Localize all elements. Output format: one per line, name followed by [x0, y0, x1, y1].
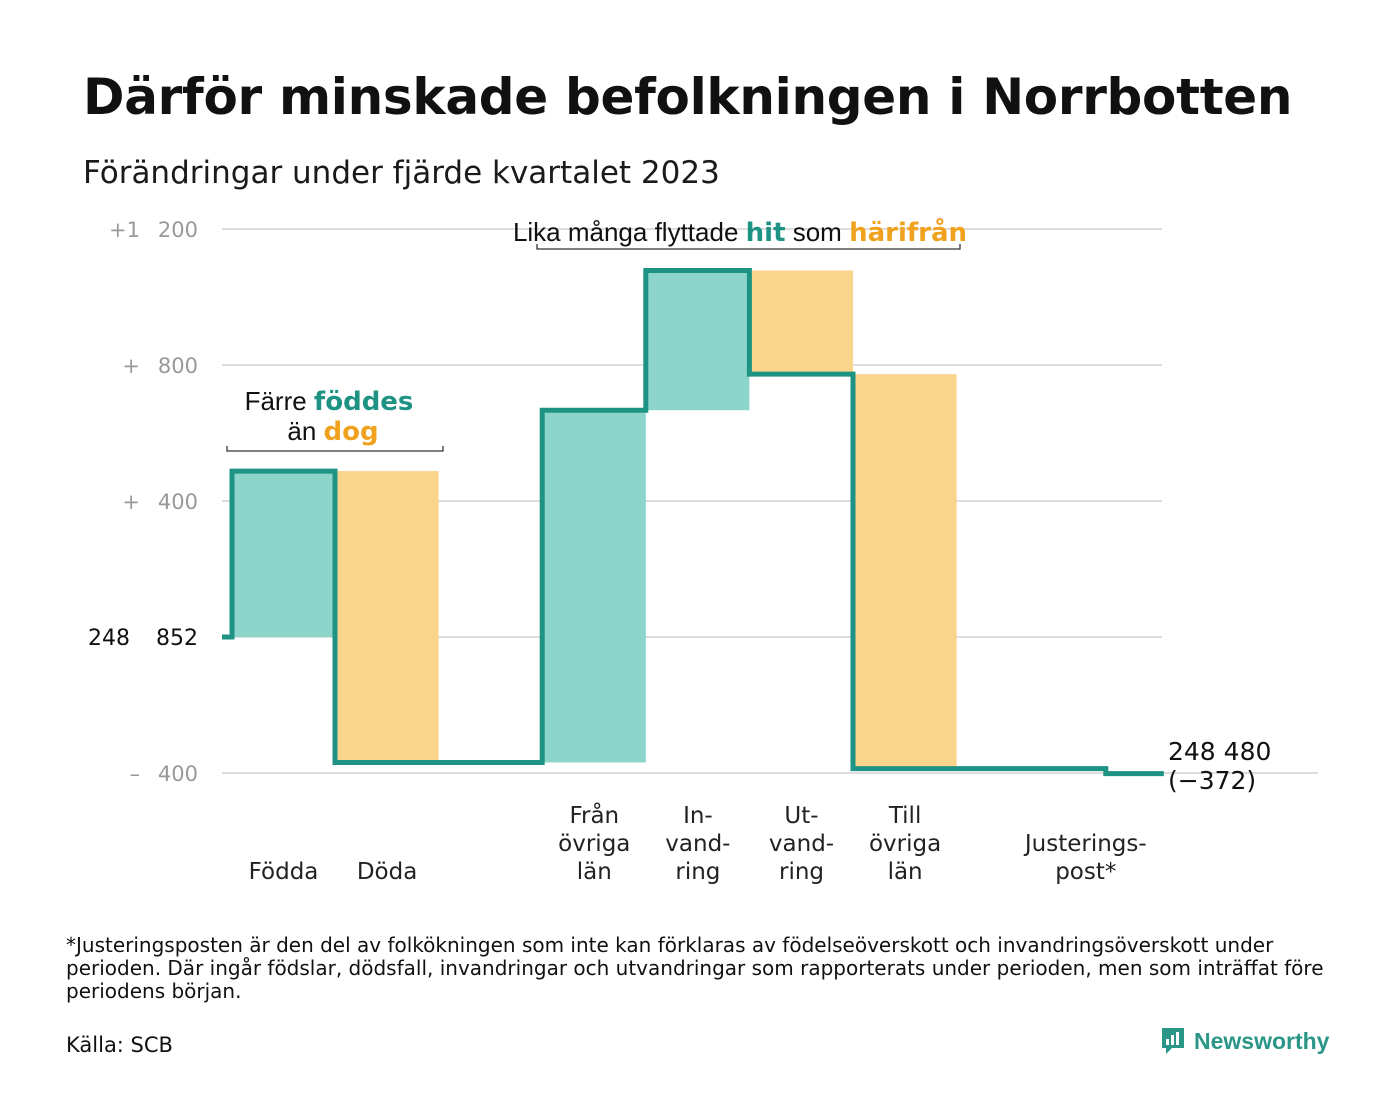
category-label: län — [888, 859, 923, 885]
y-tick-label: 800 — [158, 354, 198, 378]
annotation-births-deaths-line2: än dog — [287, 416, 378, 447]
y-tick-label: 400 — [158, 490, 198, 514]
source-note: Källa: SCB — [66, 1033, 173, 1057]
y-tick-label: + — [122, 490, 140, 514]
y-tick-label: – — [130, 762, 141, 786]
bracket-migration — [536, 244, 961, 250]
brand-logo: Newsworthy — [1160, 1026, 1329, 1056]
chart-subtitle: Förändringar under fjärde kvartalet 2023 — [83, 155, 720, 191]
category-label: Döda — [357, 859, 417, 885]
category-label: post* — [1055, 859, 1116, 885]
increase-bar — [232, 471, 335, 637]
bars — [232, 270, 957, 769]
end-value-label: 248 480 — [1168, 737, 1271, 766]
annotation-births-deaths-line1: Färre föddes — [245, 386, 414, 417]
increase-bar — [646, 270, 750, 411]
category-label: ring — [779, 859, 824, 885]
chart-title: Därför minskade befolkningen i Norrbotte… — [83, 68, 1293, 126]
category-label: län — [577, 859, 612, 885]
annotation-migration: Lika många flyttade hit som härifrån — [513, 216, 967, 248]
y-tick-label: 400 — [158, 762, 198, 786]
end-change-label: (−372) — [1168, 766, 1256, 795]
y-tick-label: + — [122, 354, 140, 378]
decrease-bar — [853, 374, 957, 769]
y-tick-label: 852 — [156, 626, 198, 651]
category-label: Justerings- — [1023, 831, 1147, 857]
category-label: Födda — [249, 859, 319, 885]
category-label: övriga — [558, 831, 630, 857]
y-tick-label: 248 — [88, 626, 130, 651]
category-label: ring — [675, 859, 720, 885]
cumulative-line — [222, 267, 1164, 777]
category-label: vand- — [665, 831, 730, 857]
category-label: övriga — [869, 831, 941, 857]
newsworthy-logo-icon — [1162, 1028, 1184, 1054]
bracket-births-deaths — [226, 446, 444, 452]
category-label: Ut- — [784, 803, 818, 829]
category-label: Till — [888, 803, 922, 829]
category-label: Från — [569, 801, 619, 829]
increase-bar — [542, 410, 646, 763]
category-label: In- — [683, 803, 713, 829]
brand-name: Newsworthy — [1194, 1027, 1330, 1054]
decrease-bar — [335, 471, 439, 763]
cumulative-step-line — [222, 267, 1164, 777]
decrease-bar — [750, 270, 853, 375]
y-tick-label: 200 — [158, 218, 198, 242]
category-label: vand- — [769, 831, 834, 857]
y-tick-label: +1 — [109, 218, 140, 242]
footnote: *Justeringsposten är den del av folkökni… — [66, 933, 1324, 1003]
